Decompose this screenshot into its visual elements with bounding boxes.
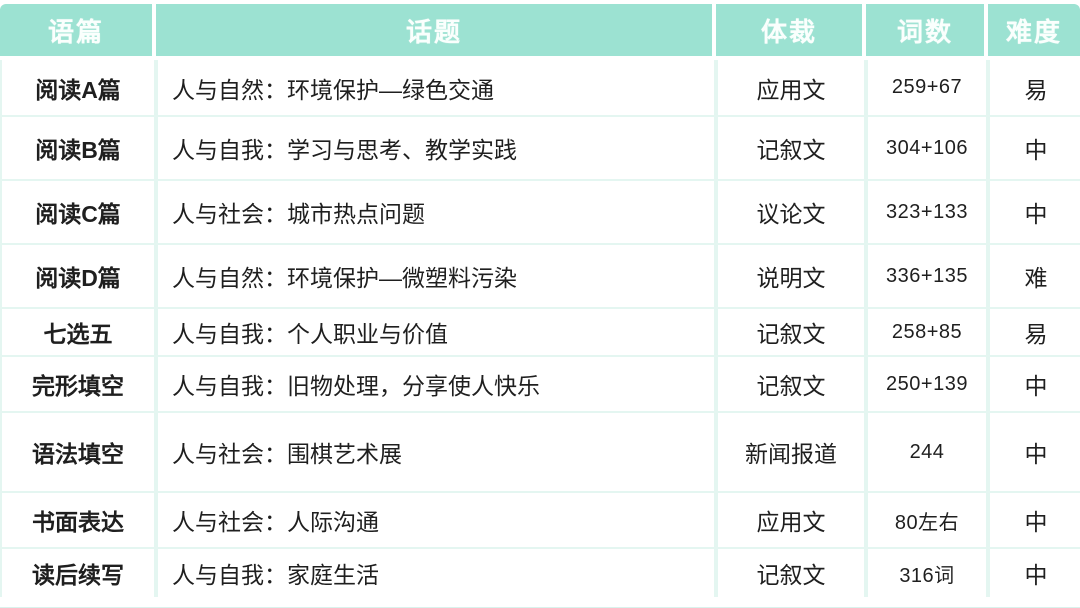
cell-word-count: 244 bbox=[868, 413, 986, 491]
cell-difficulty: 中 bbox=[990, 357, 1080, 411]
cell-difficulty: 中 bbox=[990, 549, 1080, 597]
table-row: 阅读A篇 人与自然：环境保护—绿色交通 应用文 259+67 易 bbox=[2, 60, 1080, 115]
cell-word-count: 250+139 bbox=[868, 357, 986, 411]
cell-word-count: 316词 bbox=[868, 549, 986, 597]
cell-word-count: 259+67 bbox=[868, 60, 986, 115]
cell-difficulty: 中 bbox=[990, 413, 1080, 491]
cell-topic: 人与社会：围棋艺术展 bbox=[158, 413, 714, 491]
col-header-topic: 话题 bbox=[156, 4, 712, 56]
cell-genre: 应用文 bbox=[718, 60, 864, 115]
cell-genre: 记叙文 bbox=[718, 117, 864, 179]
cell-word-count: 304+106 bbox=[868, 117, 986, 179]
table-row: 阅读B篇 人与自我：学习与思考、教学实践 记叙文 304+106 中 bbox=[2, 117, 1080, 179]
exam-analysis-table: 语篇 话题 体裁 词数 难度 阅读A篇 人与自然：环境保护—绿色交通 应用文 2… bbox=[0, 4, 1080, 608]
cell-passage: 阅读B篇 bbox=[2, 117, 154, 179]
cell-topic: 人与社会：人际沟通 bbox=[158, 493, 714, 547]
table-row: 阅读C篇 人与社会：城市热点问题 议论文 323+133 中 bbox=[2, 181, 1080, 243]
cell-difficulty: 难 bbox=[990, 245, 1080, 307]
cell-word-count: 336+135 bbox=[868, 245, 986, 307]
cell-genre: 记叙文 bbox=[718, 549, 864, 597]
cell-difficulty: 易 bbox=[990, 60, 1080, 115]
cell-topic: 人与自我：学习与思考、教学实践 bbox=[158, 117, 714, 179]
table-row: 完形填空 人与自我：旧物处理，分享使人快乐 记叙文 250+139 中 bbox=[2, 357, 1080, 411]
table-row: 七选五 人与自我：个人职业与价值 记叙文 258+85 易 bbox=[2, 309, 1080, 355]
col-header-genre: 体裁 bbox=[716, 4, 862, 56]
cell-passage: 语法填空 bbox=[2, 413, 154, 491]
cell-passage: 七选五 bbox=[2, 309, 154, 355]
cell-passage: 阅读C篇 bbox=[2, 181, 154, 243]
cell-topic: 人与社会：城市热点问题 bbox=[158, 181, 714, 243]
cell-topic: 人与自我：旧物处理，分享使人快乐 bbox=[158, 357, 714, 411]
table-row: 读后续写 人与自我：家庭生活 记叙文 316词 中 bbox=[2, 549, 1080, 597]
table-body: 阅读A篇 人与自然：环境保护—绿色交通 应用文 259+67 易 阅读B篇 人与… bbox=[0, 60, 1080, 597]
cell-difficulty: 中 bbox=[990, 181, 1080, 243]
table-row: 语法填空 人与社会：围棋艺术展 新闻报道 244 中 bbox=[2, 413, 1080, 491]
cell-passage: 完形填空 bbox=[2, 357, 154, 411]
cell-genre: 议论文 bbox=[718, 181, 864, 243]
cell-word-count: 323+133 bbox=[868, 181, 986, 243]
cell-topic: 人与自我：家庭生活 bbox=[158, 549, 714, 597]
cell-word-count: 80左右 bbox=[868, 493, 986, 547]
cell-topic: 人与自然：环境保护—绿色交通 bbox=[158, 60, 714, 115]
cell-difficulty: 中 bbox=[990, 493, 1080, 547]
cell-passage: 读后续写 bbox=[2, 549, 154, 597]
cell-genre: 新闻报道 bbox=[718, 413, 864, 491]
cell-passage: 书面表达 bbox=[2, 493, 154, 547]
col-header-passage: 语篇 bbox=[0, 4, 152, 56]
cell-difficulty: 中 bbox=[990, 117, 1080, 179]
cell-genre: 记叙文 bbox=[718, 357, 864, 411]
cell-word-count: 258+85 bbox=[868, 309, 986, 355]
cell-genre: 记叙文 bbox=[718, 309, 864, 355]
cell-difficulty: 易 bbox=[990, 309, 1080, 355]
col-header-difficulty: 难度 bbox=[988, 4, 1080, 56]
cell-genre: 说明文 bbox=[718, 245, 864, 307]
cell-passage: 阅读D篇 bbox=[2, 245, 154, 307]
table-row: 书面表达 人与社会：人际沟通 应用文 80左右 中 bbox=[2, 493, 1080, 547]
cell-genre: 应用文 bbox=[718, 493, 864, 547]
cell-topic: 人与自我：个人职业与价值 bbox=[158, 309, 714, 355]
cell-topic: 人与自然：环境保护—微塑料污染 bbox=[158, 245, 714, 307]
cell-passage: 阅读A篇 bbox=[2, 60, 154, 115]
col-header-word-count: 词数 bbox=[866, 4, 984, 56]
table-row: 阅读D篇 人与自然：环境保护—微塑料污染 说明文 336+135 难 bbox=[2, 245, 1080, 307]
table-header-row: 语篇 话题 体裁 词数 难度 bbox=[0, 4, 1080, 56]
